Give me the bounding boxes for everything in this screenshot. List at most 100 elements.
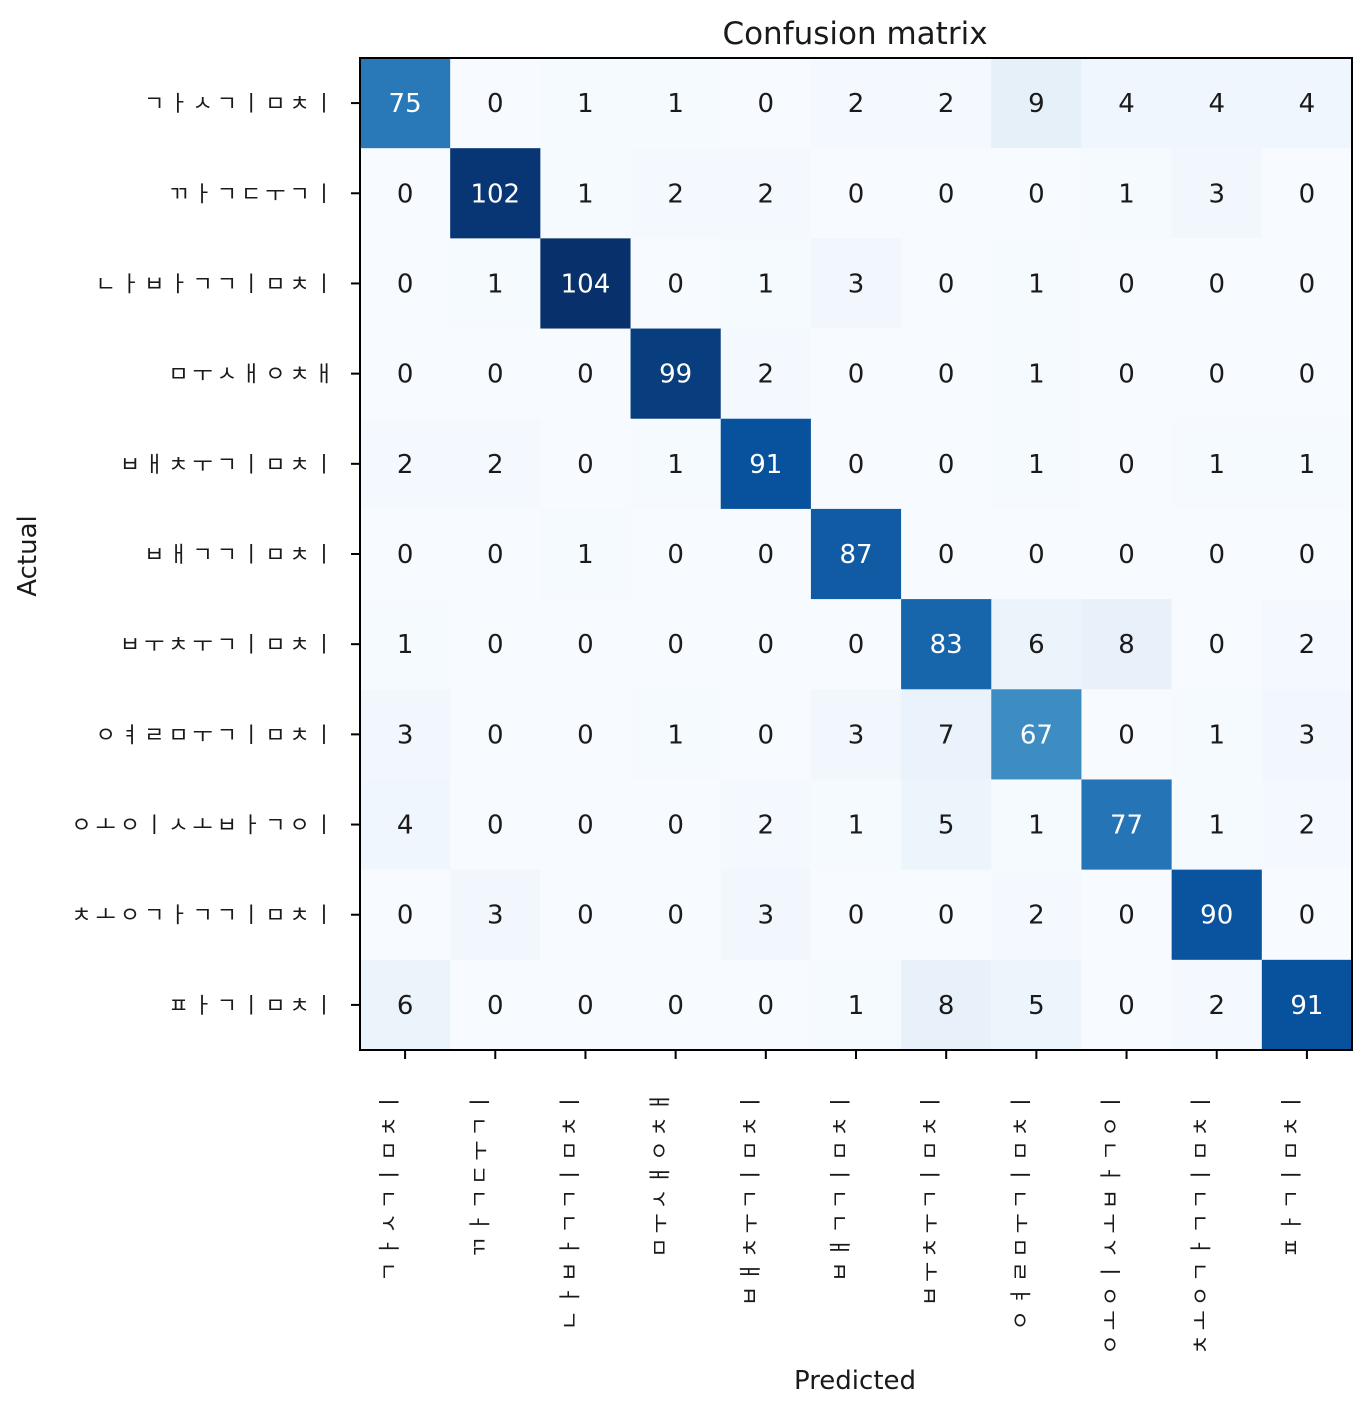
y-tick-label: ㄲㅏㄱㄷㅜㄱㅣ: [168, 182, 338, 207]
heatmap-cell: [991, 328, 1083, 420]
heatmap-cell: [360, 58, 451, 149]
heatmap-cell: [630, 508, 722, 600]
cell-value-label: 6: [1028, 630, 1045, 660]
heatmap-cell: [991, 238, 1083, 330]
heatmap-cell: [630, 148, 722, 239]
cell-value-label: 0: [577, 811, 594, 841]
heatmap-cell: [810, 58, 902, 149]
heatmap-cell: [450, 418, 541, 510]
cell-value-label: 0: [397, 179, 414, 209]
cell-value-label: 1: [1118, 179, 1135, 209]
cell-value-label: 0: [1299, 179, 1316, 209]
cell-value-label: 0: [1299, 269, 1316, 299]
cell-value-label: 1: [1299, 450, 1316, 480]
heatmap-cell: [1081, 869, 1173, 961]
heatmap-cell: [810, 148, 902, 239]
cell-value-label: 0: [938, 901, 955, 931]
heatmap-cell: [450, 238, 541, 330]
cell-value-label: 0: [848, 360, 865, 390]
cell-value-label: 0: [1118, 269, 1135, 299]
cell-value-label: 4: [397, 811, 414, 841]
cell-value-label: 3: [1299, 720, 1316, 750]
cell-value-label: 0: [667, 991, 684, 1021]
cell-value-label: 3: [758, 901, 775, 931]
cell-value-label: 0: [577, 720, 594, 750]
cell-value-label: 0: [487, 540, 504, 570]
cell-value-label: 4: [1299, 89, 1316, 119]
cell-value-label: 0: [397, 901, 414, 931]
heatmap-cell: [901, 959, 992, 1051]
heatmap-cell: [1261, 959, 1353, 1051]
cell-value-label: 3: [397, 720, 414, 750]
cell-value-label: 1: [577, 540, 594, 570]
cell-value-label: 0: [577, 360, 594, 390]
cell-value-label: 0: [758, 89, 775, 119]
heatmap-cell: [991, 508, 1083, 600]
cell-value-label: 2: [1208, 991, 1225, 1021]
x-tick-label: ㅇㅕㄹㅁㅜㄱㅣㅁㅊㅣ: [1009, 1088, 1034, 1330]
cell-value-label: 0: [848, 179, 865, 209]
heatmap-cell: [901, 58, 992, 149]
heatmap-cell: [630, 869, 722, 961]
cell-value-label: 1: [577, 89, 594, 119]
cell-value-label: 104: [561, 269, 611, 299]
heatmap-cell: [1171, 959, 1263, 1051]
heatmap-cell: [1081, 689, 1173, 781]
y-tick-label: ㅂㅜㅊㅜㄱㅣㅁㅊㅣ: [120, 633, 338, 658]
cell-value-label: 0: [487, 89, 504, 119]
heatmap-cell: [540, 238, 632, 330]
heatmap-cell: [450, 599, 541, 690]
heatmap-cell: [630, 689, 722, 781]
x-tick-label: ㄱㅏㅅㄱㅣㅁㅊㅣ: [378, 1088, 403, 1282]
heatmap-cell: [991, 599, 1083, 690]
cell-value-label: 0: [1118, 540, 1135, 570]
heatmap-cell: [450, 689, 541, 781]
heatmap-cell: [1171, 58, 1263, 149]
heatmap-cell: [1261, 508, 1353, 600]
cell-value-label: 0: [577, 991, 594, 1021]
cell-value-label: 0: [487, 720, 504, 750]
cell-value-label: 3: [848, 720, 865, 750]
heatmap-cell: [450, 58, 541, 149]
cell-value-label: 1: [848, 811, 865, 841]
heatmap-cell: [630, 418, 722, 510]
heatmap-cell: [540, 599, 632, 690]
cell-value-label: 3: [1208, 179, 1225, 209]
cell-value-label: 77: [1110, 811, 1143, 841]
heatmap-cell: [360, 418, 451, 510]
x-tick-label: ㄲㅏㄱㄷㅜㄱㅣ: [468, 1088, 493, 1258]
x-tick-label: ㅁㅜㅅㅐㅇㅊㅐ: [649, 1088, 674, 1258]
heatmap-cell: [810, 599, 902, 690]
heatmap-cell: [901, 599, 992, 690]
heatmap-cell: [1261, 148, 1353, 239]
cell-value-label: 1: [397, 630, 414, 660]
heatmap-cell: [1171, 779, 1263, 871]
x-tick-label: ㅂㅐㄱㄱㅣㅁㅊㅣ: [829, 1088, 854, 1282]
heatmap-cell: [630, 599, 722, 690]
heatmap-cell: [720, 508, 812, 600]
heatmap-cell: [720, 238, 812, 330]
heatmap-cell: [1081, 148, 1173, 239]
heatmap-cell: [720, 959, 812, 1051]
y-tick-label: ㅊㅗㅇㄱㅏㄱㄱㅣㅁㅊㅣ: [71, 904, 338, 929]
y-tick-label: ㅂㅐㅊㅜㄱㅣㅁㅊㅣ: [120, 453, 338, 478]
cell-value-label: 0: [1208, 630, 1225, 660]
heatmap-cell: [1171, 599, 1263, 690]
heatmap-cell: [810, 959, 902, 1051]
heatmap-cell: [360, 779, 451, 871]
heatmap-cell: [540, 779, 632, 871]
heatmap-cell: [1081, 328, 1173, 420]
heatmap-cell: [360, 328, 451, 420]
cell-value-label: 0: [1208, 269, 1225, 299]
cell-value-label: 1: [487, 269, 504, 299]
cell-value-label: 5: [1028, 991, 1045, 1021]
heatmap-cell: [1081, 599, 1173, 690]
heatmap-cell: [1171, 869, 1263, 961]
cell-value-label: 83: [930, 630, 963, 660]
heatmap-cell: [901, 779, 992, 871]
cell-value-label: 0: [1118, 720, 1135, 750]
cell-value-label: 0: [1299, 901, 1316, 931]
heatmap-cell: [1261, 418, 1353, 510]
cell-value-label: 0: [938, 269, 955, 299]
